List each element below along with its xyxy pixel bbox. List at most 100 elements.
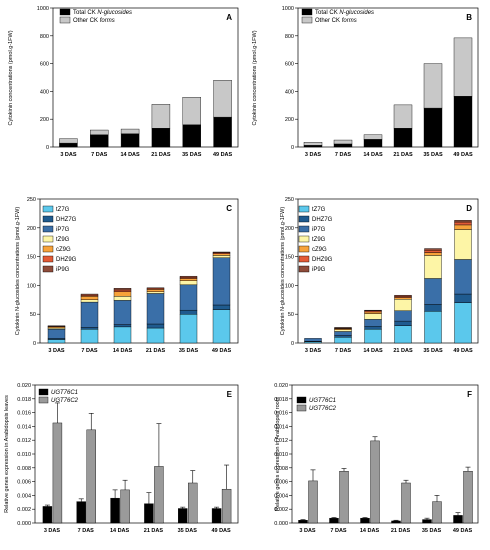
panel-c-legend-swatch-5: [42, 255, 54, 263]
panel-e-ytick-label-1: 0.002: [17, 507, 31, 513]
panel-d-bar-1-3: [394, 320, 412, 326]
panel-d-bar-4-5: [454, 224, 472, 230]
panel-f-ytick-label-3: 0.006: [274, 480, 288, 486]
panel-b-bar-1-5: [453, 37, 473, 97]
panel-c-legend-label-1: DHZ7G: [56, 217, 77, 223]
panel-c-bar-2-4: [179, 284, 198, 311]
panel-c-legend-label-2: iP7G: [56, 227, 70, 233]
panel-c-bar-3-3: [146, 291, 165, 294]
panel-e-xtick-label-4: 35 DAS: [178, 528, 198, 534]
panel-b-xtick-label-3: 21 DAS: [393, 152, 413, 158]
panel-d-bar-6-4: [424, 248, 442, 251]
panel-c-ytick-label-3: 150: [27, 255, 36, 261]
panel-e-bar-0-4: [178, 508, 188, 524]
panel-f-bar-0-4: [422, 519, 432, 524]
panel-d-bar-1-2: [364, 326, 382, 330]
panel-e-bar-0-5: [211, 508, 222, 524]
panel-b-bar-0-5: [453, 96, 473, 148]
panel-d-bar-3-3: [394, 299, 412, 311]
panel-f-bar-1-4: [432, 501, 442, 524]
panel-f-bar-1-3: [401, 482, 411, 524]
panel-d-legend-label-1: DHZ7G: [312, 217, 333, 223]
panel-c-legend-swatch-6: [42, 265, 54, 273]
panel-c-legend-swatch-2: [42, 225, 54, 233]
panel-f-ytick-label-5: 0.010: [274, 452, 288, 458]
panel-f-ytick-label-4: 0.008: [274, 466, 288, 472]
panel-c-bar-6-4: [179, 275, 198, 278]
panel-f-ytick-label-8: 0.016: [274, 411, 288, 417]
panel-d-bar-2-2: [364, 319, 382, 327]
panel-f-bar-0-2: [360, 517, 370, 524]
panel-d-bar-6-2: [364, 309, 382, 311]
panel-e-xtick-label-2: 14 DAS: [110, 528, 130, 534]
panel-c-bar-6-3: [146, 287, 165, 289]
panel-e-letter: E: [227, 390, 233, 399]
panel-f-ytick-label-6: 0.012: [274, 438, 288, 444]
panel-b-bar-0-3: [393, 128, 413, 148]
panel-e-ytick-label-6: 0.012: [17, 438, 31, 444]
panel-c-bar-4-3: [146, 289, 165, 292]
panel-c-bar-3-1: [80, 299, 99, 303]
panel-d-letter: D: [466, 204, 472, 213]
panel-f-letter: F: [467, 390, 472, 399]
panel-b-bar-1-2: [363, 134, 383, 140]
panel-c-bar-6-5: [212, 251, 231, 253]
panel-a-ytick-label-3: 600: [40, 62, 49, 68]
panel-f-ytick-label-7: 0.014: [274, 424, 288, 430]
panel-b-legend-swatch-0: [301, 8, 313, 16]
panel-c-bar-1-5: [212, 304, 231, 310]
panel-b-bar-0-0: [303, 145, 323, 148]
panel-d-ytick-label-3: 150: [285, 255, 294, 261]
panel-a-xtick-label-1: 7 DAS: [91, 152, 108, 158]
panel-d-bar-2-4: [424, 278, 442, 305]
panel-c-ytick-label-1: 50: [30, 312, 36, 318]
panel-a-xtick-label-4: 35 DAS: [182, 152, 202, 158]
panel-a-xtick-label-3: 21 DAS: [151, 152, 171, 158]
panel-b-xtick-label-2: 14 DAS: [363, 152, 383, 158]
panel-a-legend-label-0: Total CK N-glucosides: [73, 10, 132, 16]
panel-e-ylabel: Relative genes expression in Arabidopsis…: [4, 395, 10, 513]
panel-e-bar-1-2: [120, 489, 130, 524]
panel-d-bar-3-2: [364, 313, 382, 320]
panel-b-bar-1-4: [423, 63, 443, 109]
panel-a-bar-1-1: [90, 129, 109, 135]
panel-c-bar-0-3: [146, 327, 165, 344]
panel-d-ytick-label-2: 100: [285, 283, 294, 289]
panel-b-bar-0-2: [363, 139, 383, 148]
panel-d-ytick-label-1: 50: [288, 312, 294, 318]
panel-b-ytick-label-1: 200: [285, 117, 294, 123]
panel-d-ytick-label-0: 0: [291, 341, 294, 347]
panel-d-xtick-label-3: 21 DAS: [393, 348, 413, 354]
panel-c-bar-2-1: [80, 301, 99, 328]
panel-f-bar-0-1: [329, 517, 339, 524]
panel-c-xtick-label-3: 21 DAS: [146, 348, 166, 354]
panel-b-legend-label-1: Other CK forms: [315, 18, 357, 24]
panel-c-bar-2-5: [212, 257, 231, 306]
panel-d-xtick-label-0: 3 DAS: [305, 348, 322, 354]
panel-e-bar-1-0: [52, 422, 63, 524]
panel-d-bar-2-1: [334, 331, 352, 336]
panel-f-bar-0-3: [391, 520, 401, 524]
panel-d-bar-0-5: [454, 302, 472, 344]
panel-b-ytick-label-5: 1000: [282, 6, 294, 12]
panel-e-ytick-label-3: 0.006: [17, 480, 31, 486]
panel-a-ytick-label-4: 800: [40, 34, 49, 40]
panel-c-bar-0-1: [80, 328, 99, 344]
panel-f-legend-label-0: UGT76C1: [309, 398, 336, 404]
panel-b-ytick-label-4: 800: [285, 34, 294, 40]
panel-c-legend-label-4: cZ9G: [56, 247, 71, 253]
panel-f-bar-0-0: [298, 520, 308, 524]
panel-d-xtick-label-4: 35 DAS: [423, 348, 443, 354]
panel-d-ytick-label-5: 250: [285, 197, 294, 203]
panel-b-xtick-label-4: 35 DAS: [423, 152, 443, 158]
panel-c-legend-swatch-4: [42, 245, 54, 253]
panel-f-xtick-label-4: 35 DAS: [422, 528, 442, 534]
panel-d-legend-label-3: tZ9G: [312, 237, 326, 243]
panel-c-bar-1-2: [113, 324, 132, 328]
panel-c-bar-2-3: [146, 293, 165, 325]
panel-c-legend-label-5: DHZ9G: [56, 257, 77, 263]
panel-c-bar-0-2: [113, 326, 132, 344]
panel-e-frame: [34, 384, 239, 524]
panel-f-xtick-label-0: 3 DAS: [299, 528, 316, 534]
panel-e-legend-label-0: UGT76C1: [51, 390, 78, 396]
